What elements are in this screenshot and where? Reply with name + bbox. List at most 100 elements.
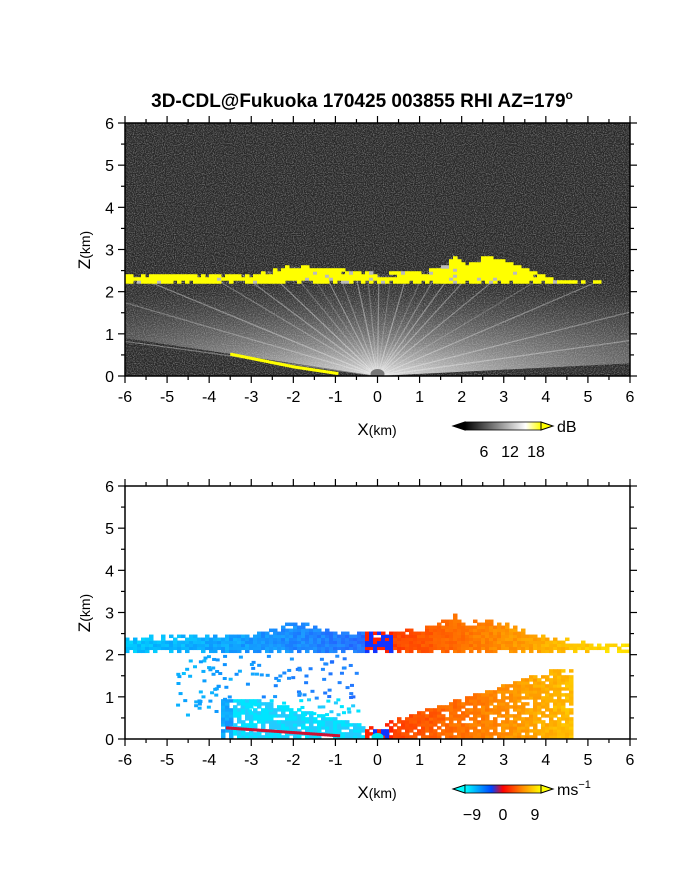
velocity-echo-cell — [457, 732, 462, 736]
cloud-cell — [173, 274, 178, 278]
cloud-cell — [437, 268, 442, 272]
velocity-echo-cell — [457, 708, 462, 712]
velocity-cloud-cell — [349, 634, 354, 639]
velocity-cloud-cell — [465, 643, 470, 648]
surface-echo-cell — [238, 354, 242, 358]
velocity-echo-cell — [557, 729, 562, 733]
surface-echo-cell — [234, 353, 238, 357]
cloud-cell — [349, 280, 354, 284]
velocity-echo-cell — [545, 732, 550, 736]
velocity-cloud-cell — [329, 646, 334, 651]
velocity-scatter-cell — [202, 659, 207, 663]
velocity-echo-cell — [561, 675, 566, 679]
cloud-cell — [293, 268, 298, 272]
velocity-cloud-cell — [261, 640, 266, 645]
velocity-echo-cell — [417, 711, 422, 715]
velocity-cloud-cell — [289, 628, 294, 633]
velocity-cloud-cell — [249, 640, 254, 645]
velocity-echo-cell — [561, 681, 566, 685]
velocity-colorbar: ms−1 −9 0 9 — [451, 779, 591, 824]
velocity-cloud-cell — [457, 631, 462, 636]
velocity-cloud-cell — [281, 625, 286, 630]
velocity-cloud-cell — [197, 646, 202, 651]
velocity-cloud-cell — [209, 646, 214, 651]
velocity-cloud-cell — [593, 646, 598, 651]
velocity-echo-cell — [409, 714, 414, 718]
x-tick-label: -1 — [328, 752, 342, 769]
velocity-echo-cell — [537, 690, 542, 694]
velocity-echo-cell — [441, 717, 446, 721]
cloud-cell — [297, 271, 302, 275]
velocity-echo-cell — [241, 711, 246, 715]
cloud-cell — [325, 271, 330, 275]
velocity-cloud-cell — [213, 649, 218, 654]
velocity-echo-cell — [561, 693, 566, 697]
cloud-cell — [529, 277, 534, 281]
velocity-echo-cell — [501, 699, 506, 703]
velocity-cloud-cell — [205, 640, 210, 645]
cloud-cell — [445, 268, 450, 272]
velocity-echo-cell — [485, 726, 490, 730]
velocity-echo-cell — [569, 720, 574, 724]
velocity-echo-cell — [345, 732, 350, 736]
velocity-cloud-cell — [373, 637, 378, 642]
velocity-cloud-cell — [197, 643, 202, 648]
velocity-x-axis-label: X(km) — [357, 783, 396, 802]
velocity-surface-cell — [226, 726, 229, 730]
velocity-cloud-cell — [497, 643, 502, 648]
x-tick-label: 0 — [373, 752, 382, 769]
velocity-cloud-cell — [493, 628, 498, 633]
cloud-cell — [237, 277, 242, 281]
velocity-cloud-cell — [409, 637, 414, 642]
velocity-cloud-cell — [177, 643, 182, 648]
cloud-cell — [321, 280, 326, 284]
velocity-cloud-cell — [553, 640, 558, 645]
velocity-echo-cell — [557, 705, 562, 709]
velocity-echo-cell — [561, 735, 566, 739]
velocity-echo-cell — [553, 705, 558, 709]
velocity-surface-cell — [301, 731, 305, 735]
velocity-cloud-cell — [189, 634, 194, 639]
velocity-echo-cell — [529, 723, 534, 727]
reflectivity-colorbar-bar — [464, 421, 542, 431]
velocity-cloud-cell — [453, 637, 458, 642]
velocity-surface-cell — [299, 731, 303, 735]
velocity-cloud-cell — [437, 628, 442, 633]
velocity-cloud-cell — [169, 646, 174, 651]
velocity-cloud-cell — [453, 649, 458, 654]
velocity-echo-cell — [465, 708, 470, 712]
velocity-echo-cell — [481, 732, 486, 736]
velocity-scatter-cell — [249, 700, 254, 704]
cloud-cell — [273, 277, 278, 281]
velocity-scatter-cell — [224, 685, 229, 689]
velocity-cloud-cell — [449, 637, 454, 642]
x-tick-label: 5 — [583, 389, 592, 406]
velocity-cloud-cell — [553, 643, 558, 648]
velocity-cloud-cell — [473, 640, 478, 645]
velocity-echo-cell — [549, 696, 554, 700]
velocity-cloud-cell — [349, 637, 354, 642]
velocity-cloud-cell — [533, 643, 538, 648]
velocity-cloud-cell — [533, 646, 538, 651]
velocity-scatter-cell — [282, 671, 287, 675]
velocity-cloud-cell — [309, 634, 314, 639]
cloud-cell — [469, 265, 474, 269]
velocity-cloud-cell — [501, 637, 506, 642]
velocity-echo-cell — [241, 702, 246, 706]
reflectivity-colorbar-max-arrow — [540, 421, 555, 431]
velocity-cloud-cell — [409, 631, 414, 636]
velocity-echo-cell — [541, 711, 546, 715]
velocity-cloud-cell — [313, 625, 318, 630]
cloud-cell — [417, 277, 422, 281]
velocity-scatter-cell — [201, 695, 206, 699]
velocity-cloud-cell — [325, 640, 330, 645]
velocity-echo-cell — [249, 732, 254, 736]
velocity-echo-cell — [289, 711, 294, 715]
velocity-echo-cell — [317, 735, 322, 739]
velocity-cloud-cell — [285, 640, 290, 645]
velocity-echo-cell — [513, 720, 518, 724]
velocity-echo-cell — [561, 708, 566, 712]
velocity-echo-cell — [533, 717, 538, 721]
cloud-cell — [501, 259, 506, 263]
velocity-echo-cell — [561, 717, 566, 721]
